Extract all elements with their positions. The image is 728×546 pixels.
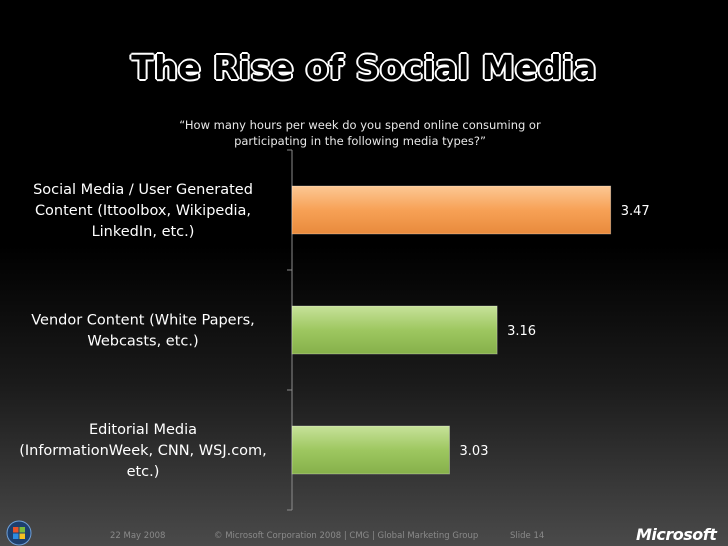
- category-label-line: Social Media / User Generated: [33, 182, 253, 198]
- data-label-2: 3.03: [460, 444, 489, 459]
- category-label-0: Social Media / User Generated Content (It…: [33, 182, 253, 240]
- footer-date: 22 May 2008: [110, 531, 166, 541]
- data-label-1: 3.16: [507, 324, 536, 339]
- bar-1: [291, 305, 498, 355]
- bar-0: [291, 185, 612, 235]
- category-label-2: Editorial Media (InformationWeek, CNN, WS…: [19, 422, 267, 480]
- category-label-line: Webcasts, etc.): [87, 334, 198, 350]
- data-label-0: 3.47: [621, 204, 650, 219]
- category-label-line: (InformationWeek, CNN, WSJ.com,: [19, 443, 267, 459]
- windows-logo-icon[interactable]: [4, 520, 34, 546]
- bar-2: [291, 425, 450, 475]
- category-label-line: Content (Ittoolbox, Wikipedia,: [35, 203, 251, 219]
- category-label-line: Vendor Content (White Papers,: [31, 313, 254, 329]
- chart-subtitle: “How many hours per week do you spend on…: [179, 118, 541, 148]
- footer-copyright: © Microsoft Corporation 2008 | CMG | Glo…: [214, 531, 479, 541]
- slide-title: The Rise of Social Media: [131, 48, 597, 87]
- category-label-line: etc.): [127, 464, 160, 480]
- category-label-line: Editorial Media: [89, 422, 197, 438]
- microsoft-logo: Microsoft: [636, 525, 717, 544]
- footer-slide-number: Slide 14: [510, 531, 545, 541]
- category-label-line: LinkedIn, etc.): [92, 224, 195, 240]
- category-label-1: Vendor Content (White Papers, Webcasts, e…: [31, 313, 254, 350]
